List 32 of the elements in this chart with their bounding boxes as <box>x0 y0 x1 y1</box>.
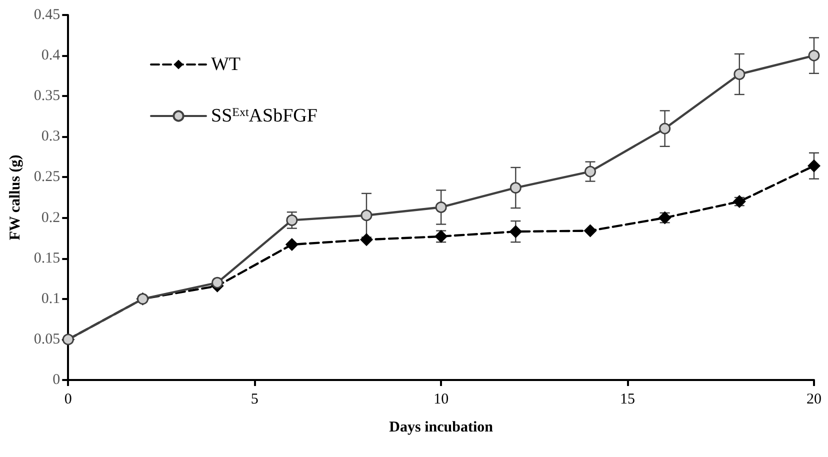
point <box>584 224 597 238</box>
point <box>510 182 522 194</box>
y-tick-label: 0.4 <box>41 48 61 64</box>
y-tick-label: 0 <box>52 372 60 388</box>
x-tick-label: 15 <box>620 392 636 408</box>
x-axis-title: Days incubation <box>389 420 494 436</box>
y-tick-label: 0.45 <box>34 7 60 23</box>
x-tick-label: 10 <box>434 392 449 408</box>
y-tick-label: 0.2 <box>41 210 60 226</box>
point <box>212 276 224 288</box>
y-tick-label: 0.15 <box>34 250 60 266</box>
y-axis-title: FW callus (g) <box>8 154 24 240</box>
point <box>808 159 820 172</box>
y-tick-label: 0.1 <box>41 290 60 307</box>
point <box>584 166 596 178</box>
point <box>659 122 671 134</box>
point <box>285 238 298 252</box>
y-tick-label: 0.05 <box>34 331 60 348</box>
y-tick-label: 0.35 <box>34 88 60 104</box>
point <box>435 201 447 213</box>
point <box>509 225 522 238</box>
point <box>808 50 820 62</box>
x-tick-label: 20 <box>806 392 822 408</box>
point <box>734 68 746 80</box>
point <box>286 214 298 226</box>
x-tick-label: 5 <box>250 392 258 408</box>
point <box>360 210 372 222</box>
y-tick-label: 0.3 <box>41 128 60 145</box>
y-tick-label: 0.25 <box>34 169 60 186</box>
legend-label: WT <box>211 54 241 75</box>
point <box>360 233 373 246</box>
x-tick-label: 0 <box>64 392 72 408</box>
